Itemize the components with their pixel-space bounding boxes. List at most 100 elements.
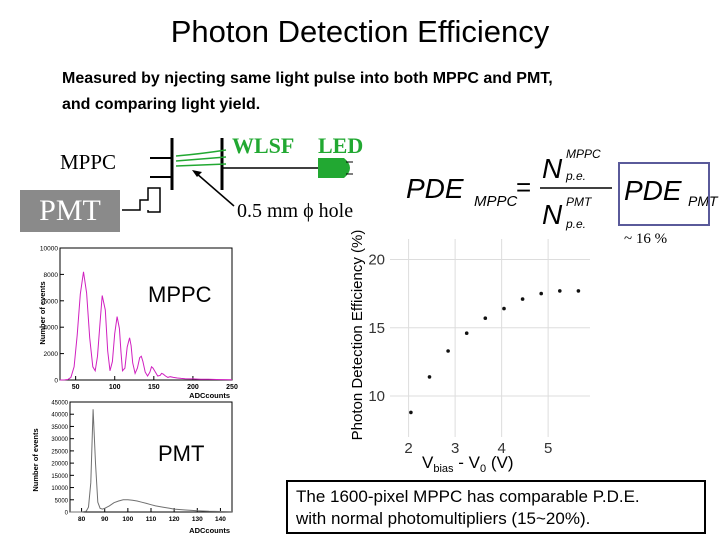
- hole-pointer-head: [192, 170, 202, 177]
- pmt-y-tick-label: 35000: [51, 425, 68, 431]
- pmt-series-line: [70, 409, 233, 513]
- pmt-x-tick-label: 110: [146, 516, 157, 523]
- intro-text: Measured by njecting same light pulse in…: [62, 66, 553, 118]
- pmt-histogram: 0 5000 10000 15000 20000 25000 30000 35000 40000…: [31, 401, 233, 535]
- mppc-y-tick-label: 10000: [40, 246, 58, 253]
- wlsf-label: WLSF: [232, 133, 295, 158]
- mppc-x-tick-label: 50: [72, 384, 80, 391]
- mppc-histogram: 0 2000 4000 6000 8000 10000 50 100 150 200 250 Num…: [38, 246, 238, 401]
- pde-x-tick-label: 5: [544, 440, 552, 457]
- pde-x-label-zero: 0: [480, 463, 486, 475]
- pmt-device: [20, 190, 120, 232]
- formula-lhs: PDE: [406, 173, 464, 204]
- formula-denominator-sup: PMT: [566, 195, 593, 209]
- pmt-histogram-label: PMT: [158, 441, 205, 466]
- pmt-x-tick-label: 80: [78, 516, 86, 523]
- hole-pointer: [195, 172, 235, 207]
- pmt-x-tick-label: 120: [169, 516, 180, 523]
- mppc-series-line: [59, 271, 233, 381]
- wlsf-fiber-bundle: [175, 149, 227, 167]
- pmt-y-tick-label: 40000: [51, 413, 68, 419]
- pde-y-tick-label: 15: [368, 320, 385, 337]
- pde-x-label-rest: - V: [454, 453, 481, 472]
- pde-data-point: [464, 331, 469, 335]
- mppc-x-axis-label: ADCcounts: [189, 391, 230, 400]
- pmt-connector-arrow: [122, 187, 161, 213]
- led-icon: [318, 158, 353, 178]
- pde-points: [409, 289, 581, 415]
- mppc-axes: 0 2000 4000 6000 8000 10000 50 100 150 200 250: [40, 246, 238, 392]
- mppc-y-tick-label: 8000: [44, 272, 59, 279]
- mppc-y-axis-label: Number of events: [38, 281, 47, 344]
- pmt-x-axis-label: ADCcounts: [189, 526, 230, 535]
- mppc-y-tick-label: 0: [54, 378, 58, 385]
- mppc-histogram-label: MPPC: [148, 282, 212, 307]
- pde-y-tick-label: 20: [368, 251, 385, 268]
- pde-data-point: [576, 289, 581, 293]
- mppc-y-tick-label: 2000: [44, 351, 59, 358]
- conclusion-caption: The 1600-pixel MPPC has comparable P.D.E…: [286, 480, 706, 534]
- formula-numerator-sup: MPPC: [566, 147, 601, 161]
- mppc-x-tick-label: 250: [226, 384, 238, 391]
- pde-data-point: [520, 297, 525, 301]
- pmt-y-tick-label: 45000: [51, 401, 68, 407]
- hole-label: 0.5 mm ϕ hole: [237, 200, 354, 222]
- pde-x-label-bias: bias: [433, 463, 454, 475]
- pde-scatter-plot: 2 3 4 5 10 15 20 Photon Detection Efficiency (…: [349, 230, 590, 475]
- pde-formula: PDE MPPC = N MPPC p.e. N PMT p.e. PDE PM…: [406, 147, 719, 231]
- pde-y-axis-label: Photon Detection Efficiency (%): [349, 230, 366, 441]
- pde-x-tick-label: 4: [497, 440, 505, 457]
- formula-equals: =: [516, 172, 531, 202]
- pde-x-tick-label: 2: [404, 440, 412, 457]
- pmt-frame: [69, 401, 233, 513]
- pmt-x-tick-label: 130: [192, 516, 203, 523]
- pde-data-point: [427, 375, 432, 379]
- intro-line-2: and comparing light yield.: [62, 96, 261, 113]
- caption-line-1: The 1600-pixel MPPC has comparable P.D.E…: [296, 487, 640, 506]
- formula-denominator-sub: p.e.: [565, 217, 586, 231]
- pmt-x-tick-label: 140: [215, 516, 226, 523]
- pmt-y-tick-label: 0: [65, 511, 69, 517]
- pde-x-label-v: V: [422, 453, 434, 472]
- intro-line-1: Measured by njecting same light pulse in…: [62, 70, 553, 87]
- pde-x-label-unit: (V): [486, 453, 513, 472]
- pde-data-point: [409, 410, 413, 415]
- pmt-x-tick-label: 90: [101, 516, 109, 523]
- pmt-device-label: PMT: [39, 194, 101, 227]
- pmt-x-tick-label: 100: [122, 516, 133, 523]
- pde-data-point: [446, 349, 450, 353]
- mppc-device-label: MPPC: [60, 150, 117, 174]
- formula-lhs-sub: MPPC: [474, 193, 518, 210]
- caption-line-2: with normal photomultipliers (15~20%).: [296, 509, 591, 528]
- mppc-frame: [59, 247, 233, 381]
- pmt-y-tick-label: 10000: [51, 486, 68, 492]
- pmt-y-tick-label: 25000: [51, 449, 68, 455]
- page-title: Photon Detection Efficiency: [170, 14, 550, 49]
- pde-x-tick-label: 3: [451, 440, 459, 457]
- pde-data-point: [558, 289, 562, 293]
- pde-y-tick-label: 10: [368, 388, 385, 405]
- pmt-axes: 0 5000 10000 15000 20000 25000 30000 35000 40000…: [51, 401, 233, 523]
- mppc-x-tick-label: 150: [148, 384, 160, 391]
- formula-pmt-term: PDE: [624, 175, 682, 206]
- pde-data-point: [539, 291, 543, 296]
- pmt-pde-value: ~ 16 %: [624, 231, 668, 247]
- formula-numerator-sub: p.e.: [565, 169, 586, 183]
- mppc-x-tick-label: 100: [109, 384, 121, 391]
- pmt-y-tick-label: 30000: [51, 437, 68, 443]
- formula-numerator: N: [542, 153, 563, 184]
- pmt-y-tick-label: 20000: [51, 462, 68, 468]
- mppc-y-tick-label: 6000: [44, 298, 59, 305]
- pmt-y-tick-label: 5000: [55, 498, 69, 504]
- pde-data-point: [502, 306, 506, 311]
- mppc-x-tick-label: 200: [187, 384, 199, 391]
- formula-pmt-term-sub: PMT: [688, 193, 719, 209]
- pde-axes: 2 3 4 5 10 15 20: [368, 239, 590, 457]
- mppc-y-tick-label: 4000: [44, 325, 59, 332]
- pde-data-point: [483, 316, 488, 320]
- pmt-y-tick-label: 15000: [51, 474, 68, 480]
- led-label: LED: [318, 133, 364, 158]
- pmt-y-axis-label: Number of events: [31, 428, 40, 491]
- pde-x-axis-label: Vbias - V0 (V): [422, 453, 514, 475]
